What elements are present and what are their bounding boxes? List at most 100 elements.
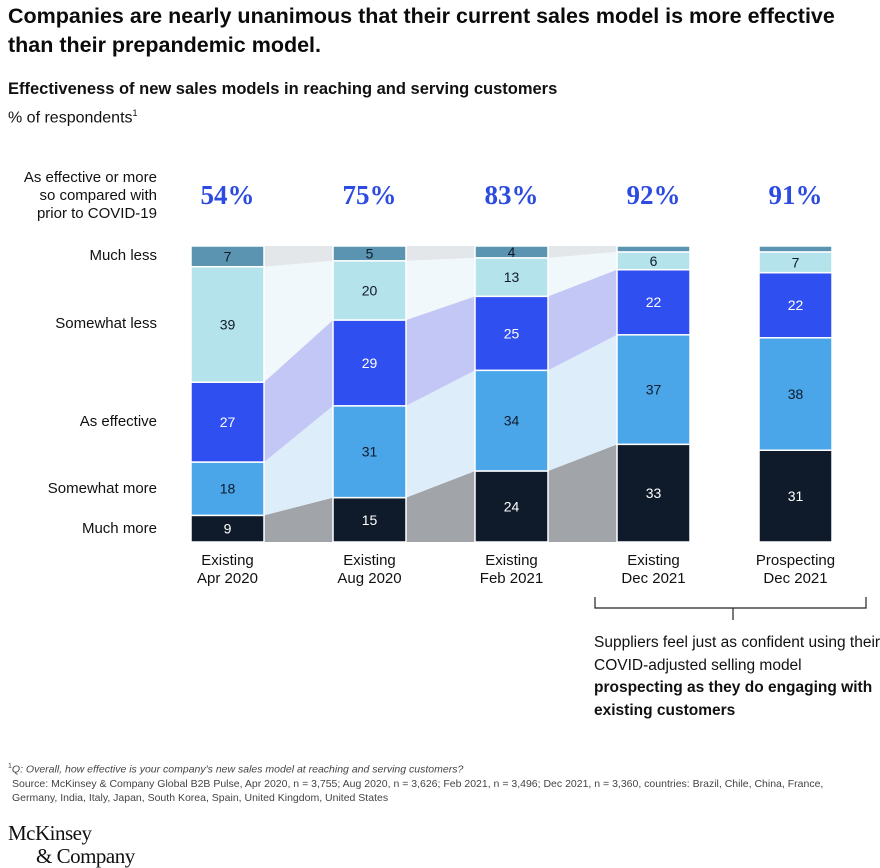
- flow-much-less: [264, 246, 333, 267]
- unit-text: % of respondents: [8, 109, 133, 127]
- bar-somewhat-more: [616, 334, 691, 446]
- data-label: 6: [650, 253, 658, 269]
- headline-percent: 91%: [768, 180, 823, 210]
- footnote: 1Q: Overall, how effective is your compa…: [8, 760, 868, 805]
- flow-somewhat-more: [264, 405, 333, 516]
- flow-much-less: [406, 246, 475, 261]
- category-label: Existing Apr 2020: [168, 552, 288, 588]
- bar-somewhat-less: [190, 265, 265, 383]
- bracket-line: [594, 597, 867, 620]
- page-title: Companies are nearly unanimous that thei…: [8, 4, 835, 57]
- flow-much-more: [264, 497, 333, 542]
- flow-connectors: [264, 246, 617, 542]
- bar-somewhat-more: [758, 337, 833, 451]
- data-label: 25: [504, 325, 520, 341]
- flow-much-less: [548, 246, 617, 258]
- flow-much-more: [406, 470, 475, 542]
- category-label-line: Dec 2021: [621, 570, 686, 587]
- bar-as-effective: [332, 319, 407, 407]
- bar-as-effective: [758, 271, 833, 339]
- bar-much-less: [190, 245, 265, 268]
- data-label: 33: [646, 485, 662, 501]
- category-label-line: Aug 2020: [337, 570, 402, 587]
- data-label: 31: [788, 488, 804, 504]
- data-label: 7: [792, 254, 800, 270]
- bar-much-more: [474, 470, 549, 543]
- bar-somewhat-more: [474, 369, 549, 472]
- row-label-as-effective: As effective: [79, 413, 157, 431]
- flow-somewhat-less: [406, 257, 475, 320]
- annotation-plain: Suppliers feel just as confident using t…: [594, 634, 880, 674]
- data-label: 18: [220, 481, 236, 497]
- data-label: 39: [220, 316, 236, 332]
- flow-as-effective: [406, 296, 475, 406]
- data-label: 5: [366, 245, 374, 261]
- category-label-line: Apr 2020: [197, 570, 258, 587]
- footnote-question: Q: Overall, how effective is your compan…: [11, 763, 464, 776]
- data-label: 38: [788, 386, 804, 402]
- category-label-line: Feb 2021: [479, 570, 544, 587]
- category-label-line: Dec 2021: [763, 570, 828, 587]
- flow-as-effective: [548, 269, 617, 371]
- data-label: 13: [504, 269, 520, 285]
- flow-much-more: [548, 444, 617, 542]
- flow-somewhat-less: [548, 251, 617, 297]
- logo-line2: & Company: [36, 844, 135, 868]
- bar-somewhat-more: [190, 461, 265, 517]
- headline-percent: 54%: [200, 180, 255, 210]
- row-label-somewhat-more: Somewhat more: [47, 479, 157, 497]
- data-label: 4: [508, 244, 516, 260]
- annotation-text: Suppliers feel just as confident using t…: [594, 632, 880, 722]
- footnote-marker: 1: [132, 108, 138, 118]
- data-label: 24: [504, 498, 520, 514]
- data-label: 15: [362, 512, 378, 528]
- row-label-much-more: Much more: [81, 519, 157, 537]
- category-label-line: Existing: [201, 552, 254, 569]
- flow-somewhat-more: [406, 370, 475, 498]
- annotation-bold: prospecting as they do engaging with exi…: [594, 679, 873, 719]
- data-label: 7: [224, 248, 232, 264]
- bar-much-less: [758, 245, 833, 253]
- footnote-marker: 1: [8, 763, 12, 770]
- data-labels: 9 18 27 39 7 15 31 29 20 5 24 34 25 13 4 33 37 22 6 31 38 22 7: [220, 244, 804, 537]
- bracket: [594, 597, 867, 620]
- bar-as-effective: [474, 295, 549, 372]
- unit-label: % of respondents1: [8, 108, 138, 127]
- category-label-line: Existing: [485, 552, 538, 569]
- flow-somewhat-less: [264, 260, 333, 383]
- category-label: Existing Aug 2020: [310, 552, 430, 588]
- chart-subtitle: Effectiveness of new sales models in rea…: [8, 80, 558, 98]
- flow-somewhat-more: [548, 334, 617, 471]
- row-label-somewhat-less: Somewhat less: [55, 315, 157, 333]
- bars: [190, 245, 833, 543]
- data-label: 22: [646, 294, 662, 310]
- data-label: 31: [362, 444, 378, 460]
- row-label-as-effective-or-more: As effective or more so compared with pr…: [23, 169, 157, 222]
- category-label-line: Existing: [627, 552, 680, 569]
- category-label-line: Prospecting: [755, 552, 836, 569]
- bar-somewhat-more: [332, 405, 407, 499]
- data-label: 22: [788, 297, 804, 313]
- bar-much-less: [616, 245, 691, 253]
- headline-percent: 92%: [626, 180, 681, 210]
- footnote-source: Source: McKinsey & Company Global B2B Pu…: [12, 777, 824, 804]
- data-label: 34: [504, 413, 520, 429]
- data-label: 27: [220, 414, 236, 430]
- bar-much-less: [332, 245, 407, 262]
- mckinsey-logo: McKinsey & Company: [8, 822, 135, 868]
- data-label: 29: [362, 355, 378, 371]
- logo-line1: McKinsey: [8, 821, 92, 845]
- category-label: Existing Feb 2021: [452, 552, 572, 588]
- headline-percent: 83%: [484, 180, 539, 210]
- data-label: 20: [362, 282, 378, 298]
- bar-much-more: [190, 514, 265, 543]
- data-label: 9: [224, 521, 232, 537]
- row-label-much-less: Much less: [89, 247, 157, 265]
- bar-much-more: [616, 443, 691, 543]
- flow-as-effective: [264, 320, 333, 463]
- data-label: 37: [646, 382, 662, 398]
- headline-percent: 75%: [342, 180, 397, 210]
- category-label: Existing Dec 2021: [594, 552, 714, 588]
- category-label: Prospecting Dec 2021: [736, 552, 856, 588]
